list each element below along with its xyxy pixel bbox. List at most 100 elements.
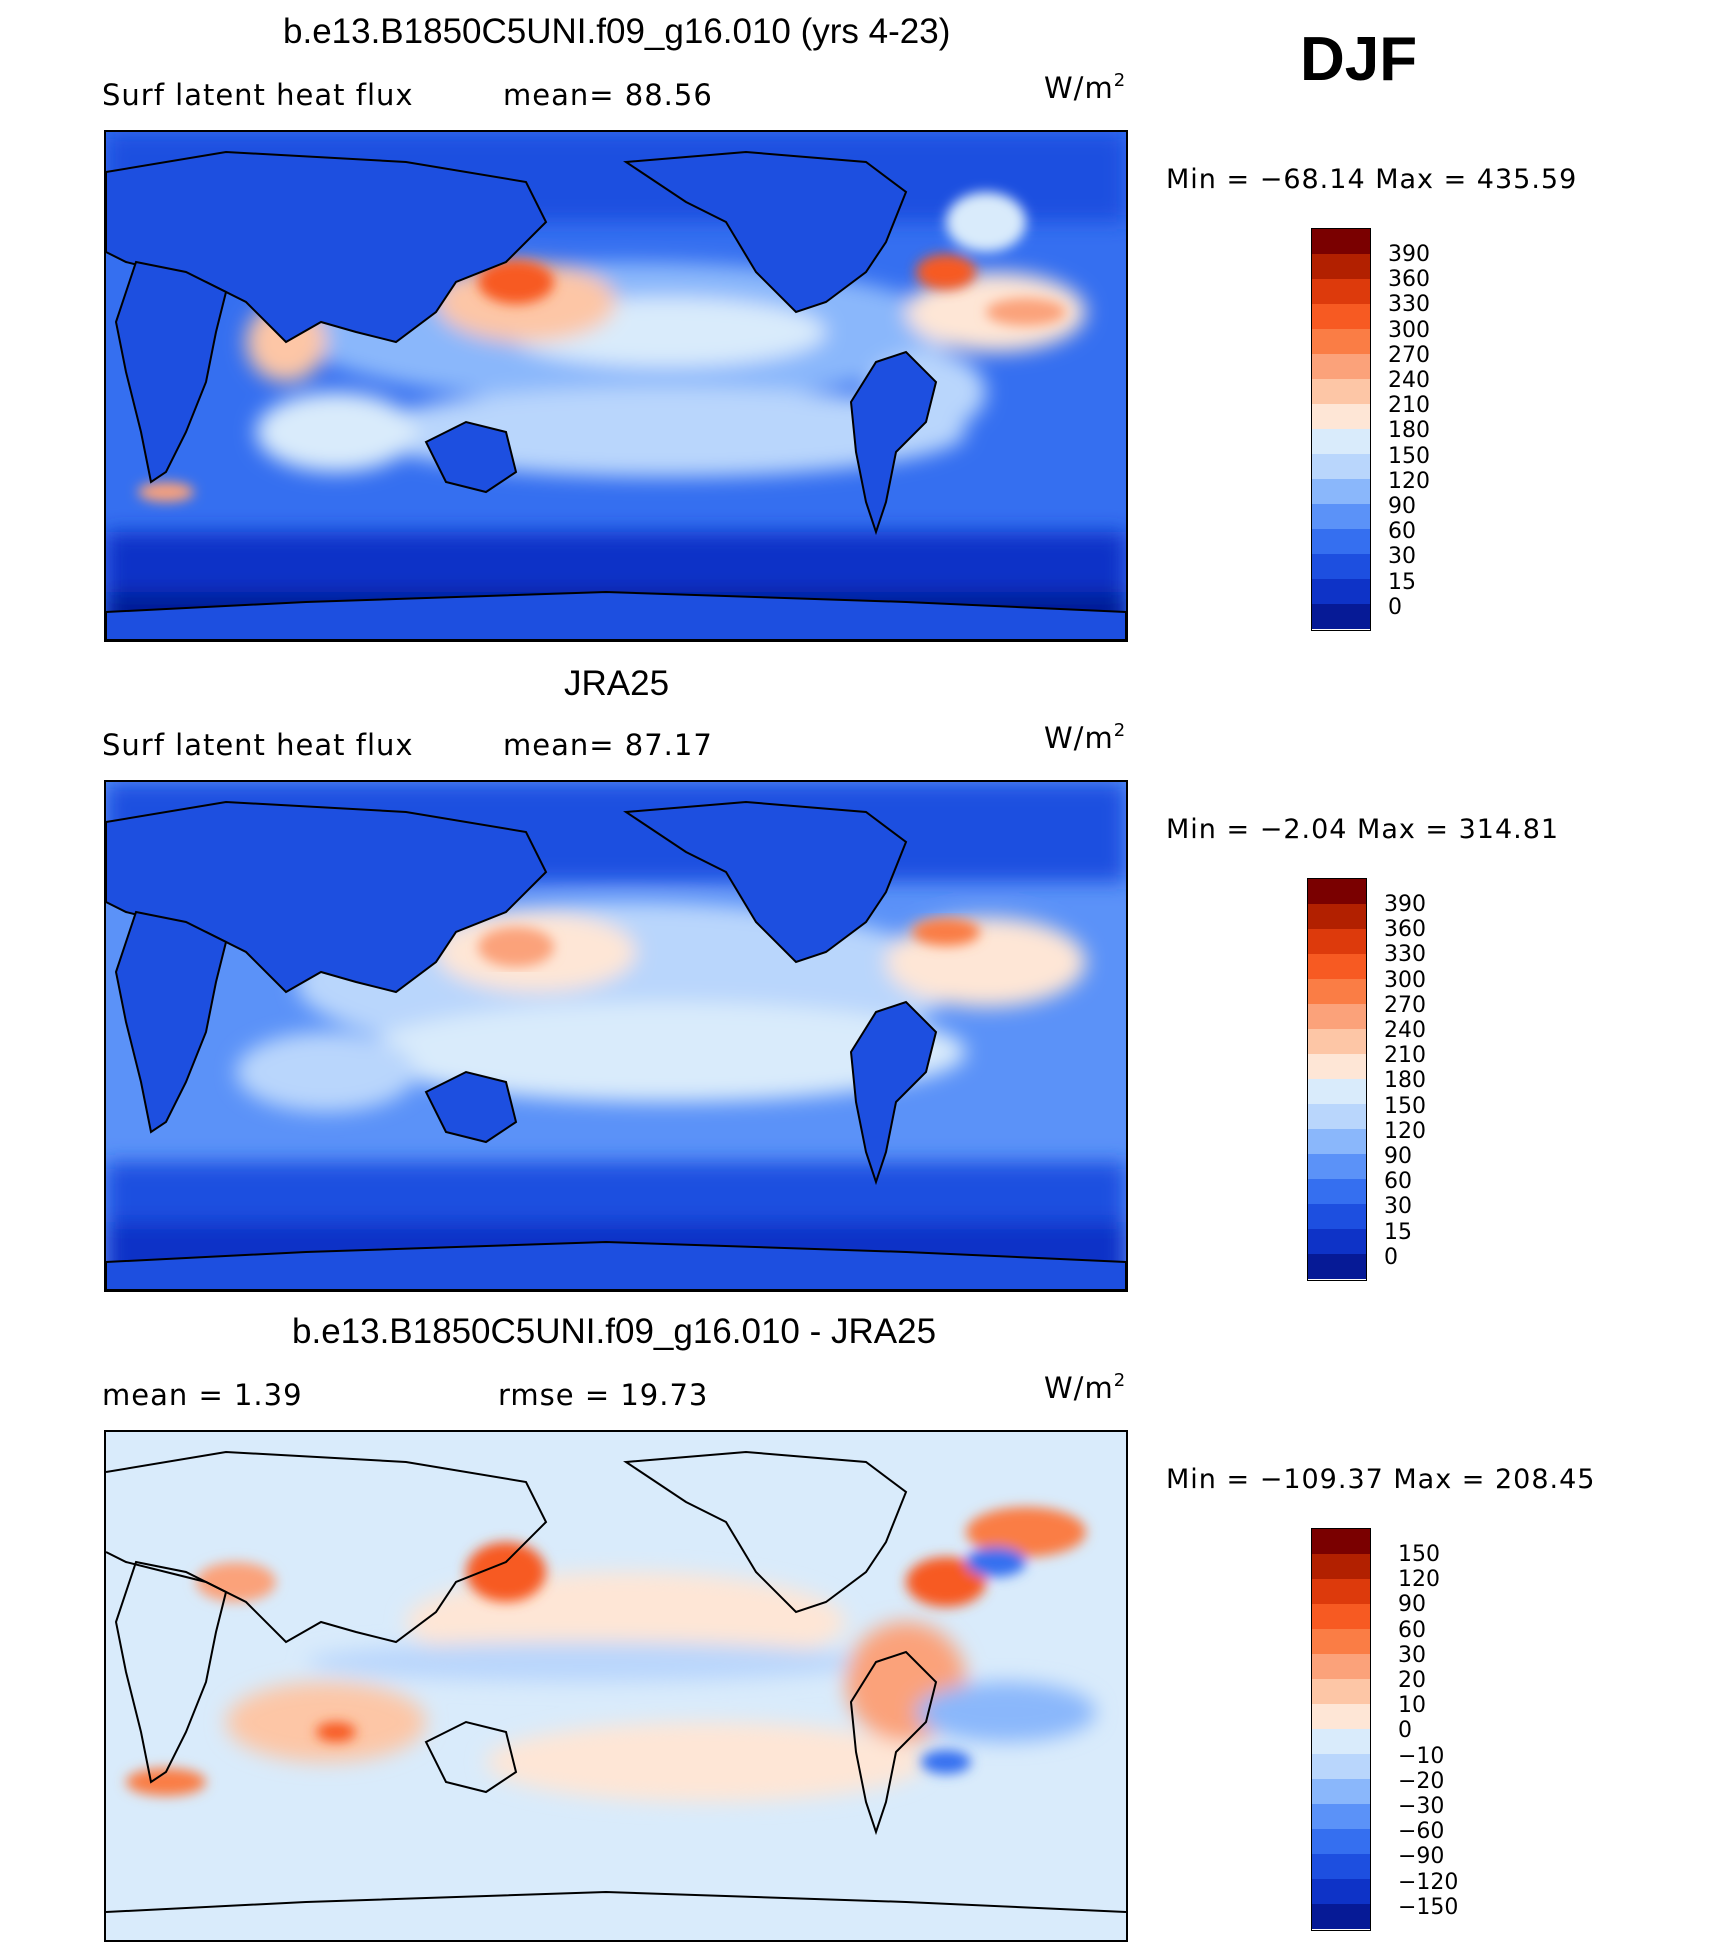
colorbar-swatch [1308, 879, 1366, 904]
colorbar-tick-label: 15 [1388, 569, 1416, 595]
colorbar-tick-label: 300 [1384, 967, 1426, 993]
colorbar-tick-label: 10 [1398, 1693, 1426, 1719]
colorbar-tick-label: 150 [1388, 443, 1430, 469]
colorbar-swatch [1312, 304, 1370, 329]
colorbar-swatch [1308, 929, 1366, 954]
panel1-map [104, 130, 1128, 642]
colorbar-swatch [1308, 904, 1366, 929]
colorbar-tick-label: 20 [1398, 1668, 1426, 1693]
colorbar-swatch [1312, 1754, 1370, 1779]
colorbar-swatch [1308, 979, 1366, 1004]
panel2-colorbar [1307, 878, 1367, 1281]
colorbar-swatch [1312, 479, 1370, 504]
panel1-title: b.e13.B1850C5UNI.f09_g16.010 (yrs 4-23) [283, 12, 951, 51]
colorbar-tick-label: 180 [1388, 418, 1430, 444]
colorbar-swatch [1312, 329, 1370, 354]
colorbar-swatch [1312, 1679, 1370, 1704]
panel3-units-label: W/m2 [1044, 1370, 1127, 1405]
panel1-units-label: W/m2 [1044, 70, 1127, 105]
colorbar-swatch [1312, 254, 1370, 279]
colorbar-tick-label: −120 [1398, 1869, 1459, 1895]
panel3-minmax: Min = −109.37 Max = 208.45 [1166, 1464, 1596, 1495]
colorbar-swatch [1312, 1554, 1370, 1579]
colorbar-swatch [1308, 954, 1366, 979]
colorbar-swatch [1312, 604, 1370, 629]
colorbar-swatch [1312, 1654, 1370, 1679]
colorbar-tick-label: 300 [1388, 317, 1430, 343]
colorbar-tick-label: 240 [1388, 368, 1430, 393]
colorbar-tick-label: −150 [1398, 1894, 1459, 1920]
colorbar-swatch [1312, 279, 1370, 304]
colorbar-swatch [1308, 1029, 1366, 1054]
colorbar-tick-label: 330 [1384, 942, 1426, 968]
panel2-minmax: Min = −2.04 Max = 314.81 [1166, 814, 1560, 845]
colorbar-tick-label: 90 [1388, 494, 1416, 519]
colorbar-swatch [1308, 1154, 1366, 1179]
colorbar-tick-label: 330 [1388, 292, 1430, 318]
colorbar-tick-label: 210 [1384, 1043, 1426, 1069]
colorbar-swatch [1312, 1879, 1370, 1904]
colorbar-tick-label: 60 [1398, 1617, 1426, 1643]
colorbar-swatch [1308, 1004, 1366, 1029]
colorbar-swatch [1312, 529, 1370, 554]
panel3-map [104, 1430, 1128, 1942]
colorbar-swatch [1312, 1829, 1370, 1854]
colorbar-tick-label: −30 [1398, 1794, 1445, 1819]
colorbar-swatch [1312, 1779, 1370, 1804]
colorbar-tick-label: 0 [1384, 1244, 1398, 1270]
colorbar-swatch [1308, 1129, 1366, 1154]
colorbar-swatch [1308, 1179, 1366, 1204]
colorbar-swatch [1312, 1529, 1370, 1554]
colorbar-tick-label: 0 [1398, 1718, 1412, 1744]
panel3-title: b.e13.B1850C5UNI.f09_g16.010 - JRA25 [292, 1312, 937, 1351]
season-label: DJF [1300, 25, 1418, 94]
colorbar-tick-label: 120 [1384, 1118, 1426, 1144]
panel3-colorbar [1311, 1528, 1371, 1931]
panel2-units-label: W/m2 [1044, 720, 1127, 755]
colorbar-tick-label: 270 [1388, 342, 1430, 368]
panel2-mean-label: mean= 87.17 [503, 728, 713, 762]
colorbar-swatch [1312, 1629, 1370, 1654]
colorbar-swatch [1312, 404, 1370, 429]
colorbar-swatch [1312, 354, 1370, 379]
colorbar-tick-label: 150 [1398, 1542, 1440, 1567]
colorbar-swatch [1308, 1229, 1366, 1254]
colorbar-swatch [1308, 1079, 1366, 1104]
colorbar-swatch [1308, 1104, 1366, 1129]
panel2-map [104, 780, 1128, 1292]
colorbar-swatch [1312, 229, 1370, 254]
panel1-mean-label: mean= 88.56 [503, 78, 713, 112]
colorbar-swatch [1312, 1729, 1370, 1754]
colorbar-swatch [1308, 1204, 1366, 1229]
colorbar-tick-label: 120 [1398, 1567, 1440, 1593]
colorbar-swatch [1312, 379, 1370, 404]
colorbar-tick-label: 30 [1384, 1194, 1412, 1220]
colorbar-swatch [1312, 579, 1370, 604]
colorbar-swatch [1312, 1579, 1370, 1604]
panel2-title: JRA25 [564, 664, 670, 703]
colorbar-tick-label: −10 [1398, 1743, 1445, 1769]
colorbar-swatch [1308, 1254, 1366, 1279]
colorbar-tick-label: 150 [1384, 1093, 1426, 1119]
colorbar-tick-label: 60 [1388, 519, 1416, 545]
colorbar-tick-label: 120 [1388, 468, 1430, 494]
colorbar-tick-label: −20 [1398, 1768, 1445, 1794]
colorbar-swatch [1312, 1854, 1370, 1879]
colorbar-tick-label: 360 [1384, 917, 1426, 943]
colorbar-tick-label: 360 [1388, 267, 1430, 293]
colorbar-swatch [1312, 1904, 1370, 1929]
colorbar-swatch [1312, 1604, 1370, 1629]
colorbar-tick-label: 30 [1388, 544, 1416, 570]
colorbar-tick-label: 15 [1384, 1219, 1412, 1245]
colorbar-swatch [1312, 1804, 1370, 1829]
colorbar-tick-label: 390 [1388, 242, 1430, 267]
panel2-variable-label: Surf latent heat flux [102, 728, 414, 762]
colorbar-swatch [1312, 454, 1370, 479]
colorbar-tick-label: 90 [1398, 1592, 1426, 1618]
colorbar-tick-label: 60 [1384, 1169, 1412, 1195]
colorbar-tick-label: 180 [1384, 1068, 1426, 1094]
colorbar-tick-label: −90 [1398, 1844, 1445, 1870]
panel3-mean-label: mean = 1.39 [102, 1378, 303, 1412]
colorbar-tick-label: −60 [1398, 1819, 1445, 1845]
panel1-colorbar [1311, 228, 1371, 631]
